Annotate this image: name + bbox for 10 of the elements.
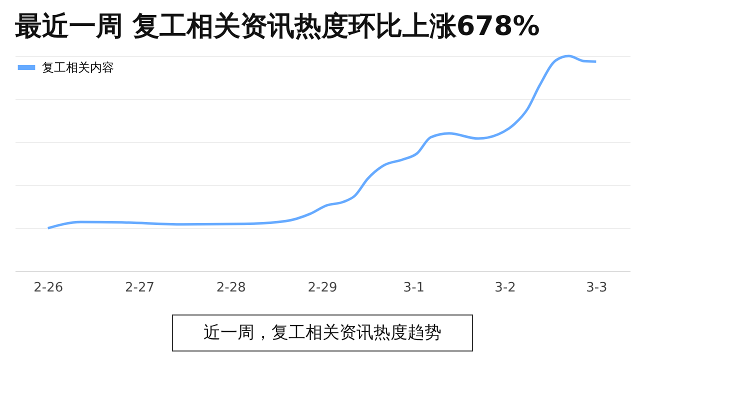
chart-title: 最近一周 复工相关资讯热度环比上涨678% — [14, 10, 540, 42]
x-tick-label: 2-27 — [125, 280, 155, 296]
x-tick-label: 2-29 — [308, 280, 338, 296]
x-tick-label: 3-1 — [403, 280, 425, 296]
x-tick-label: 2-26 — [34, 280, 64, 296]
x-tick-label: 2-28 — [216, 280, 246, 296]
x-tick-label: 3-2 — [494, 280, 516, 296]
text: 近一周，复工相关资讯热度趋势 — [204, 323, 442, 343]
legend-label: 复工相关内容 — [42, 60, 114, 74]
x-tick-label: 3-3 — [586, 280, 608, 296]
